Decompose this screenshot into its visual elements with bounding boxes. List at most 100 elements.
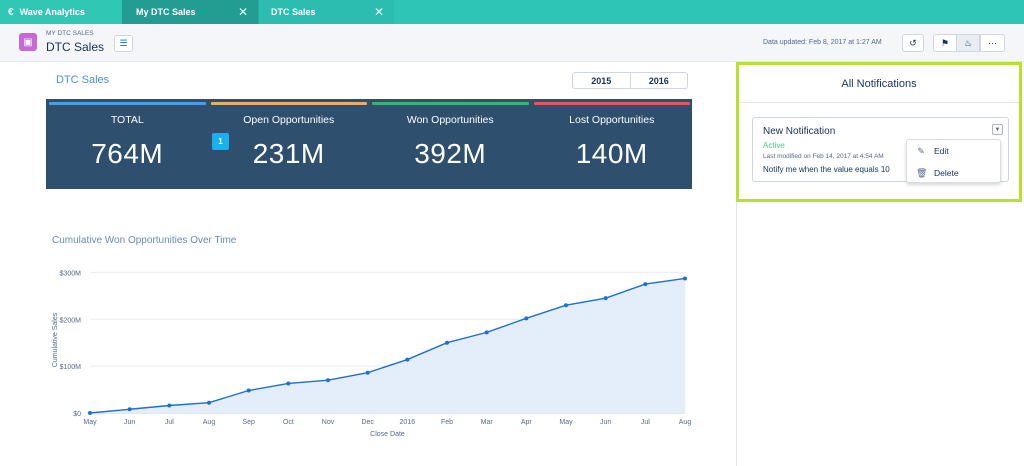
kpi-value: 392M [414, 138, 487, 169]
x-tick-label: May [83, 419, 97, 426]
data-point [127, 407, 132, 412]
notification-modified: Last modified on Feb 14, 2017 at 4:54 AM [763, 153, 884, 160]
kpi-value: 764M [91, 138, 164, 169]
notification-card[interactable]: New Notification Active Last modified on… [752, 117, 1009, 182]
kpi-color-bar [49, 102, 206, 105]
kpi-label: Won Opportunities [406, 114, 494, 126]
data-point [167, 403, 172, 408]
x-tick-label: Dec [361, 419, 374, 426]
dashboard-icon: ▣ [19, 33, 37, 51]
data-point [683, 276, 687, 281]
bookmark-icon[interactable]: ⚑ [933, 34, 957, 52]
kpi-panel: TOTAL 764M Open Opportunities 231M Won O… [46, 99, 692, 189]
wave-logo-icon: € [8, 6, 14, 18]
notifications-header: All Notifications [739, 65, 1019, 103]
y-tick-label: $0 [73, 411, 81, 418]
x-tick-label: Nov [322, 419, 335, 426]
menu-item-edit[interactable]: ✎ Edit [907, 140, 1000, 162]
chart-svg: $0 $100M $200M $300M May Jun Jul Aug Sep Oct Nov De… [52, 270, 692, 438]
x-tick-label: Apr [521, 419, 533, 426]
menu-item-edit-label: Edit [934, 146, 949, 156]
tab-dtc-sales-label: DTC Sales [271, 7, 316, 17]
tab-app-label: Wave Analytics [19, 7, 85, 17]
x-tick-label: Sep [242, 419, 255, 426]
x-tick-label: Oct [283, 419, 294, 426]
data-point [286, 381, 291, 386]
data-point [564, 303, 568, 308]
data-point [326, 378, 330, 383]
y-tick-label: $100M [60, 364, 82, 371]
tab-my-dtc-sales[interactable]: My DTC Sales ✕ [122, 0, 258, 24]
y-tick-label: $300M [60, 270, 82, 277]
chart-area [90, 278, 685, 413]
kpi-label: Open Opportunities [243, 114, 335, 126]
dashboard-header: ▣ MY DTC SALES DTC Sales ☰ Data updated:… [0, 24, 1024, 62]
menu-item-delete-label: Delete [934, 168, 959, 178]
data-point [365, 370, 370, 375]
tab-app-home[interactable]: € Wave Analytics [0, 0, 122, 24]
page-title: DTC Sales [46, 40, 105, 54]
kpi-value: 231M [252, 138, 325, 169]
x-tick-label: Jul [641, 419, 650, 426]
notification-title: New Notification [763, 126, 836, 137]
x-tick-label: May [559, 419, 573, 426]
data-point [524, 316, 529, 321]
notification-bell-icon[interactable]: ♨ [956, 34, 980, 52]
notification-description: Notify me when the value equals 10 [763, 165, 890, 174]
data-point [643, 282, 648, 287]
year-toggle: 2015 2016 [572, 72, 688, 89]
pencil-icon: ✎ [917, 145, 925, 156]
data-point [405, 357, 410, 362]
list-icon[interactable]: ☰ [114, 35, 133, 52]
y-tick-label: $200M [60, 317, 82, 324]
trash-icon: 🗑 [916, 167, 928, 178]
x-tick-label: Aug [679, 419, 692, 426]
kpi-label: Lost Opportunities [569, 114, 655, 126]
tab-bar: € Wave Analytics My DTC Sales ✕ DTC Sale… [0, 0, 1024, 24]
dashboard-section-title: DTC Sales [56, 74, 110, 86]
x-tick-label: Mar [481, 419, 494, 426]
tab-dtc-sales[interactable]: DTC Sales ✕ [258, 0, 394, 24]
x-tick-label: Jun [124, 419, 135, 426]
year-button-2015[interactable]: 2015 [591, 75, 612, 86]
x-tick-label: 2016 [400, 419, 416, 426]
x-tick-label: Aug [203, 419, 216, 426]
kpi-color-bar [210, 102, 367, 105]
more-icon[interactable]: ⋯ [980, 34, 1005, 52]
x-tick-label: Jun [600, 419, 611, 426]
tab-my-dtc-sales-label: My DTC Sales [136, 7, 196, 17]
cumulative-won-chart[interactable]: $0 $100M $200M $300M May Jun Jul Aug Sep Oct Nov De… [40, 255, 700, 455]
kpi-total[interactable]: TOTAL 764M [49, 102, 206, 189]
data-point [445, 340, 449, 345]
data-point [88, 411, 92, 415]
close-icon[interactable]: ✕ [373, 5, 384, 19]
kpi-lost-opportunities[interactable]: Lost Opportunities 140M [533, 102, 690, 189]
data-updated-text: Data updated: Feb 8, 2017 at 1:27 AM [763, 39, 882, 46]
undo-icon[interactable]: ↺ [902, 34, 924, 52]
close-icon[interactable]: ✕ [237, 5, 248, 19]
data-point [246, 388, 251, 393]
kpi-color-bar [372, 102, 529, 105]
x-tick-label: Jul [165, 419, 174, 426]
kpi-label: TOTAL [110, 114, 144, 126]
menu-item-delete[interactable]: 🗑 Delete [907, 162, 1000, 184]
header-eyebrow: MY DTC SALES [46, 30, 94, 37]
data-point [207, 400, 211, 405]
chart-title: Cumulative Won Opportunities Over Time [52, 235, 237, 246]
notification-action-menu: ✎ Edit 🗑 Delete [906, 139, 1001, 183]
notification-status: Active [763, 141, 785, 150]
x-tick-label: Feb [441, 419, 453, 426]
notification-count-badge[interactable]: 1 [212, 133, 229, 150]
series-line [89, 277, 686, 414]
kpi-color-bar [533, 102, 690, 105]
kpi-open-opportunities[interactable]: Open Opportunities 231M [210, 102, 367, 189]
y-axis-title: Cumulative Sales [52, 312, 59, 367]
panel-divider [736, 62, 737, 466]
data-point [484, 330, 489, 335]
year-button-2016[interactable]: 2016 [629, 73, 688, 88]
kpi-won-opportunities[interactable]: Won Opportunities 392M [372, 102, 529, 189]
x-axis-title: Close Date [370, 431, 405, 438]
chevron-down-icon[interactable]: ▼ [992, 124, 1003, 135]
kpi-value: 140M [575, 138, 648, 169]
data-point [603, 296, 608, 301]
